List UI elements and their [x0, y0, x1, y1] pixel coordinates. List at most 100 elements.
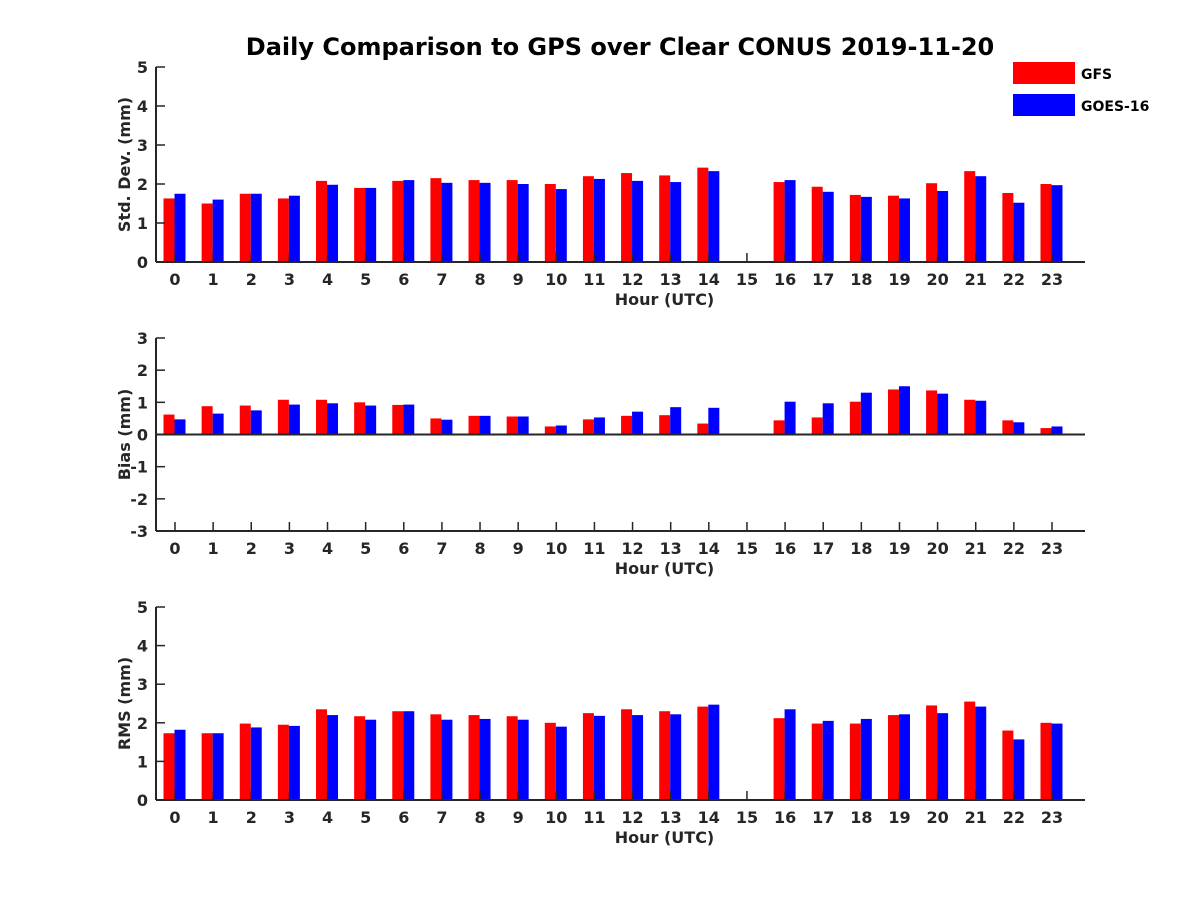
- std-dev-bar-gfs-hour-6: [392, 180, 404, 262]
- rms-xtick-label: 3: [284, 808, 295, 827]
- rms-bar-goes16-hour-7: [441, 719, 453, 800]
- std-dev-bar-goes16-hour-18: [860, 196, 872, 262]
- std-dev-y-axis-label: Std. Dev. (mm): [115, 97, 134, 232]
- bias-bar-gfs-hour-12: [621, 415, 633, 435]
- rms-xtick-label: 20: [926, 808, 948, 827]
- bias-ytick-label: 1: [137, 393, 148, 412]
- bias-bar-gfs-hour-4: [316, 399, 328, 435]
- rms-x-axis-label: Hour (UTC): [615, 828, 715, 847]
- bias-ytick-label: -1: [130, 458, 148, 477]
- bias-bar-goes16-hour-7: [441, 419, 453, 435]
- std-dev-bar-goes16-hour-4: [327, 184, 339, 262]
- rms-bar-gfs-hour-16: [773, 718, 785, 800]
- rms-bar-gfs-hour-21: [964, 701, 976, 800]
- bias-bar-gfs-hour-22: [1002, 420, 1014, 435]
- rms-bar-gfs-hour-4: [316, 709, 328, 800]
- rms-xtick-label: 23: [1041, 808, 1063, 827]
- std-dev-xtick-label: 5: [360, 270, 371, 289]
- std-dev-bar-gfs-hour-21: [964, 171, 976, 262]
- bias-xtick-label: 0: [169, 539, 180, 558]
- rms-bar-goes16-hour-10: [555, 726, 567, 800]
- rms-bar-goes16-hour-1: [212, 733, 224, 800]
- figure-title: Daily Comparison to GPS over Clear CONUS…: [246, 33, 994, 61]
- bias-bar-gfs-hour-18: [849, 401, 861, 435]
- bias-bar-gfs-hour-0: [163, 414, 175, 435]
- std-dev-bar-goes16-hour-22: [1013, 202, 1025, 262]
- std-dev-xtick-label: 14: [698, 270, 720, 289]
- rms-xtick-label: 6: [398, 808, 409, 827]
- bias-xtick-label: 20: [926, 539, 948, 558]
- bias-xtick-label: 17: [812, 539, 834, 558]
- std-dev-ytick-label: 2: [137, 175, 148, 194]
- rms-bar-gfs-hour-13: [659, 711, 671, 800]
- std-dev-bar-gfs-hour-20: [926, 183, 938, 262]
- bias-y-axis-label: Bias (mm): [115, 389, 134, 481]
- bias-bar-goes16-hour-11: [593, 417, 605, 435]
- rms-bar-gfs-hour-3: [277, 724, 289, 800]
- std-dev-ytick-label: 5: [137, 58, 148, 77]
- bias-bar-gfs-hour-5: [354, 402, 366, 435]
- rms-bar-goes16-hour-19: [898, 714, 910, 800]
- rms-xtick-label: 9: [513, 808, 524, 827]
- rms-bar-gfs-hour-14: [697, 706, 709, 800]
- std-dev-bar-goes16-hour-19: [898, 198, 910, 262]
- bias-xtick-label: 4: [322, 539, 333, 558]
- std-dev-ytick-label: 3: [137, 136, 148, 155]
- rms-bar-goes16-hour-9: [517, 719, 529, 800]
- bias-bar-goes16-hour-22: [1013, 422, 1025, 435]
- std-dev-xtick-label: 12: [621, 270, 643, 289]
- std-dev-bar-goes16-hour-17: [822, 191, 834, 262]
- rms-bar-gfs-hour-9: [506, 716, 518, 800]
- bias-xtick-label: 1: [208, 539, 219, 558]
- bias-bar-goes16-hour-16: [784, 401, 796, 435]
- bias-x-axis-label: Hour (UTC): [615, 559, 715, 578]
- std-dev-xtick-label: 19: [888, 270, 910, 289]
- rms-xtick-label: 21: [965, 808, 987, 827]
- std-dev-xtick-label: 1: [208, 270, 219, 289]
- bias-bar-goes16-hour-3: [288, 404, 300, 435]
- rms-bar-goes16-hour-5: [365, 719, 377, 800]
- rms-ytick-label: 2: [137, 714, 148, 733]
- rms-bar-gfs-hour-22: [1002, 730, 1014, 800]
- bias-bar-goes16-hour-6: [403, 404, 415, 435]
- std-dev-bar-goes16-hour-7: [441, 182, 453, 262]
- rms-bar-gfs-hour-5: [354, 716, 366, 800]
- rms-bar-goes16-hour-3: [288, 725, 300, 800]
- bias-bar-goes16-hour-12: [632, 411, 644, 435]
- legend-label-gfs: GFS: [1081, 67, 1112, 83]
- rms-bar-gfs-hour-11: [582, 713, 594, 800]
- std-dev-bar-gfs-hour-3: [277, 198, 289, 262]
- rms-bar-goes16-hour-0: [174, 729, 186, 800]
- bias-bar-goes16-hour-5: [365, 405, 377, 435]
- bias-bar-gfs-hour-14: [697, 423, 709, 435]
- bias-xtick-label: 3: [284, 539, 295, 558]
- rms-bar-gfs-hour-1: [201, 733, 213, 800]
- std-dev-xtick-label: 4: [322, 270, 333, 289]
- std-dev-ytick-label: 0: [137, 253, 148, 272]
- bias-bar-goes16-hour-19: [898, 386, 910, 435]
- std-dev-bar-gfs-hour-9: [506, 180, 518, 262]
- bias-bar-goes16-hour-20: [937, 393, 949, 435]
- rms-xtick-label: 22: [1003, 808, 1025, 827]
- rms-ytick-label: 3: [137, 675, 148, 694]
- bias-ytick-label: -3: [130, 522, 148, 541]
- bias-bar-goes16-hour-14: [708, 407, 720, 435]
- rms-bar-goes16-hour-14: [708, 704, 720, 800]
- bias-xtick-label: 15: [736, 539, 758, 558]
- std-dev-ytick-label: 4: [137, 97, 148, 116]
- std-dev-xtick-label: 23: [1041, 270, 1063, 289]
- bias-bar-gfs-hour-19: [887, 389, 899, 435]
- bias-bar-goes16-hour-0: [174, 419, 186, 435]
- std-dev-bar-goes16-hour-21: [975, 176, 987, 262]
- std-dev-xtick-label: 2: [246, 270, 257, 289]
- bias-bar-gfs-hour-9: [506, 416, 518, 435]
- bias-bar-gfs-hour-11: [582, 419, 594, 435]
- bias-xtick-label: 10: [545, 539, 567, 558]
- bias-xtick-label: 13: [660, 539, 682, 558]
- rms-bar-gfs-hour-7: [430, 714, 442, 800]
- std-dev-bar-gfs-hour-16: [773, 182, 785, 262]
